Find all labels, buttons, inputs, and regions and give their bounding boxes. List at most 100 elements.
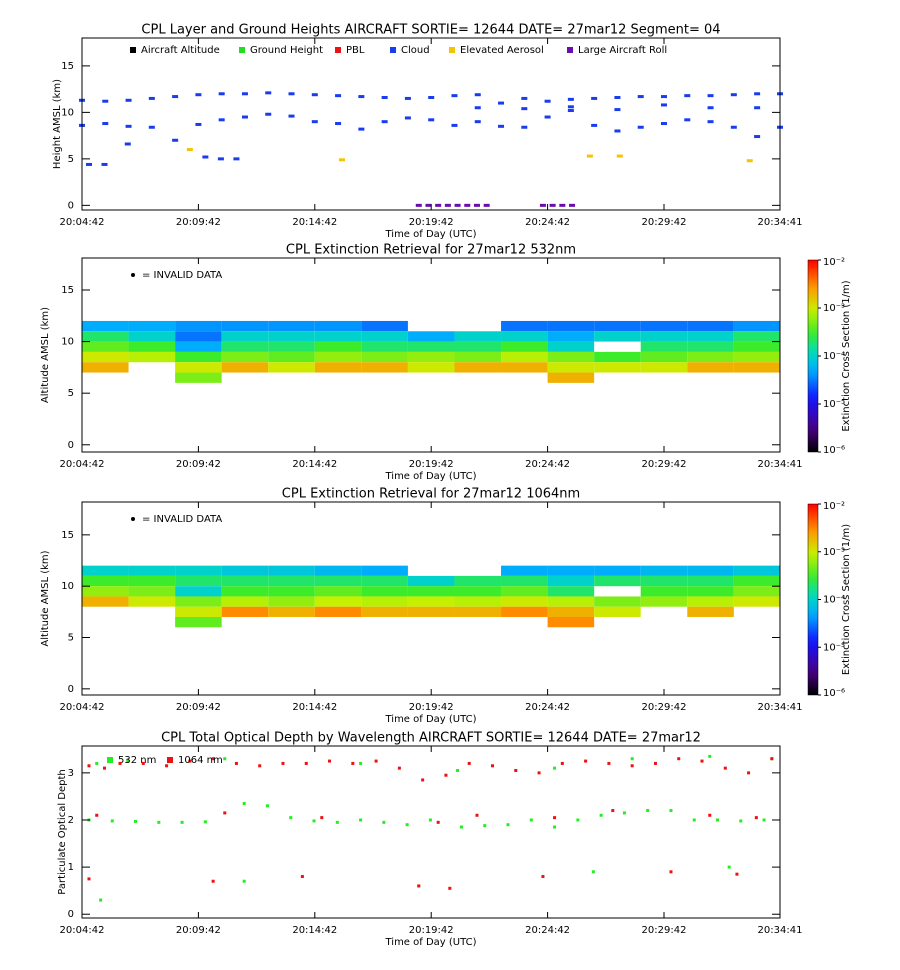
- data-point: [165, 764, 169, 768]
- heat-cell: [314, 341, 362, 352]
- x-tick-label: 20:09:42: [176, 925, 221, 936]
- data-point: [425, 203, 432, 207]
- heat-cell: [547, 372, 595, 383]
- heat-cell: [268, 351, 315, 363]
- data-point: [708, 813, 712, 817]
- heat-cell: [733, 596, 781, 607]
- heat-cell: [454, 586, 502, 597]
- data-point: [415, 203, 422, 207]
- data-point: [716, 818, 720, 822]
- heat-cell: [733, 341, 781, 352]
- heat-cell: [407, 596, 455, 607]
- data-point: [335, 94, 342, 98]
- data-point: [611, 809, 615, 813]
- x-tick-label: 20:04:42: [60, 459, 105, 470]
- heat-cell: [361, 596, 408, 607]
- heat-cell: [314, 331, 362, 342]
- data-point: [614, 96, 621, 100]
- heat-cell: [361, 565, 408, 576]
- heat-cell: [547, 351, 595, 363]
- x-tick-label: 20:29:42: [642, 217, 687, 228]
- data-point: [241, 92, 248, 96]
- heat-cell: [314, 586, 362, 597]
- heat-cell: [733, 586, 781, 597]
- heat-cell: [82, 575, 129, 587]
- data-point: [707, 106, 714, 110]
- heat-cell: [501, 362, 548, 373]
- heat-cell: [454, 362, 502, 373]
- data-point: [521, 96, 528, 100]
- annotation: = INVALID DATA: [142, 270, 222, 281]
- data-point: [506, 823, 510, 827]
- data-point: [599, 813, 603, 817]
- heat-cell: [221, 320, 269, 332]
- heat-cell: [221, 351, 269, 363]
- data-point: [498, 101, 505, 105]
- data-point: [102, 122, 109, 126]
- data-point: [223, 811, 227, 815]
- heat-cell: [361, 362, 408, 373]
- data-point: [474, 120, 481, 124]
- heat-cell: [314, 565, 362, 576]
- heat-cell: [687, 606, 734, 617]
- heat-cell: [221, 362, 269, 373]
- legend-marker: [335, 47, 341, 53]
- data-point: [404, 116, 411, 120]
- invalid-marker: [131, 273, 135, 277]
- heat-cell: [268, 341, 315, 352]
- data-point: [653, 761, 657, 765]
- colorbar-tick-label: 10⁻⁵: [823, 642, 845, 653]
- heat-cell: [547, 596, 595, 607]
- data-point: [677, 757, 681, 761]
- data-point: [746, 159, 753, 163]
- data-point: [637, 125, 644, 129]
- legend-label: PBL: [346, 45, 365, 56]
- heat-cell: [314, 596, 362, 607]
- y-axis-title: Altitude AMSL (km): [40, 307, 51, 403]
- data-point: [421, 778, 425, 782]
- heat-cell: [175, 596, 222, 607]
- heat-cell: [594, 320, 641, 332]
- invalid-marker: [131, 517, 135, 521]
- heat-cell: [501, 320, 548, 332]
- heat-cell: [454, 575, 502, 587]
- heat-cell: [128, 320, 176, 332]
- x-tick-label: 20:19:42: [409, 925, 454, 936]
- x-tick-label: 20:14:42: [292, 217, 337, 228]
- data-point: [584, 759, 588, 763]
- data-point: [374, 759, 378, 763]
- annotation: = INVALID DATA: [142, 514, 222, 525]
- data-point: [660, 95, 667, 99]
- heat-cell: [407, 606, 455, 617]
- data-point: [630, 757, 634, 761]
- chart-title: CPL Extinction Retrieval for 27mar12 532…: [286, 243, 576, 258]
- data-point: [646, 809, 650, 813]
- data-point: [288, 92, 295, 96]
- data-point: [242, 801, 246, 805]
- heat-cell: [221, 341, 269, 352]
- heat-cell: [454, 341, 502, 352]
- data-point: [335, 820, 339, 824]
- data-point: [739, 819, 743, 823]
- heat-cell: [175, 320, 222, 332]
- data-point: [304, 761, 308, 765]
- data-point: [311, 93, 318, 97]
- heat-cell: [547, 331, 595, 342]
- heat-cell: [175, 341, 222, 352]
- data-point: [338, 158, 345, 162]
- heat-cell: [454, 331, 502, 342]
- heat-cell: [82, 362, 129, 373]
- x-axis-title: Time of Day (UTC): [384, 471, 476, 482]
- y-axis-title: Particulate Optical Depth: [57, 769, 68, 894]
- heat-cell: [361, 575, 408, 587]
- heat-cell: [82, 320, 129, 332]
- heat-cell: [547, 606, 595, 617]
- data-point: [186, 148, 193, 152]
- heat-cell: [594, 575, 641, 587]
- y-tick-label: 1: [68, 862, 74, 873]
- heat-cell: [175, 575, 222, 587]
- y-tick-label: 5: [68, 388, 74, 399]
- heat-cell: [640, 320, 688, 332]
- heat-cell: [82, 341, 129, 352]
- data-point: [723, 766, 727, 770]
